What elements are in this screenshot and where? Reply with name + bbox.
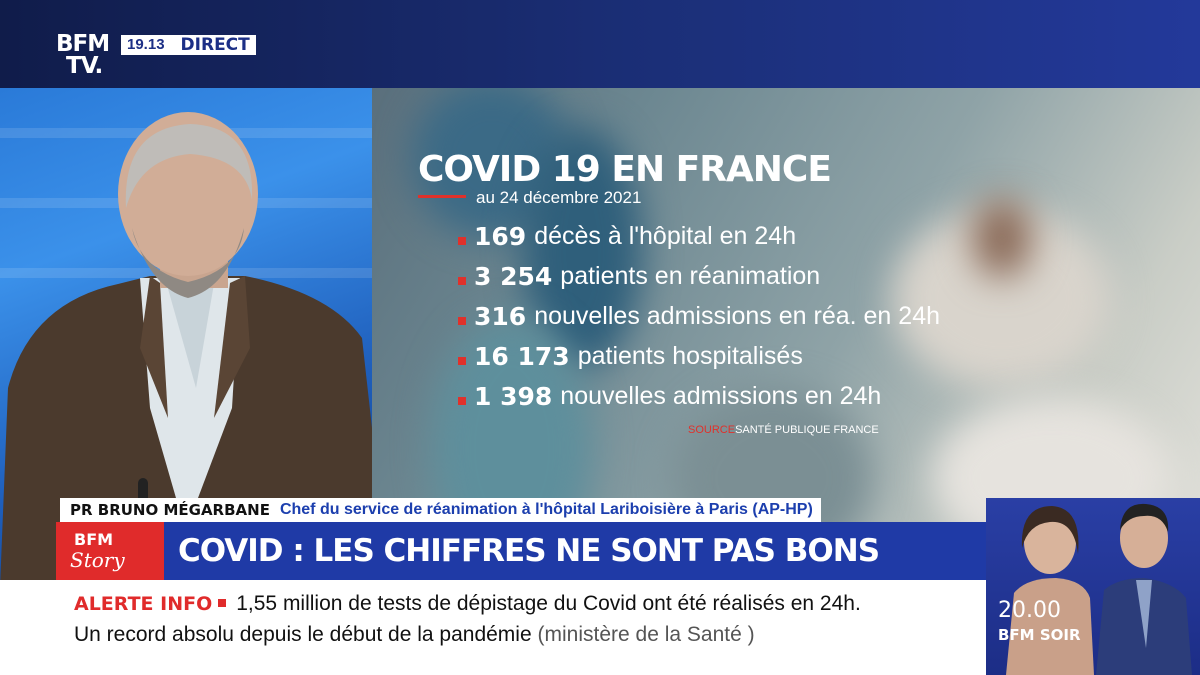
stat-row: 316 nouvelles admissions en réa. en 24h <box>458 296 978 336</box>
bfm-story-badge: BFM Story <box>56 522 164 580</box>
alert-square-icon <box>218 599 227 607</box>
guest-name: PR BRUNO MÉGARBANE <box>60 498 280 522</box>
badge-top: BFM <box>74 530 114 549</box>
bullet-icon <box>458 357 466 365</box>
stat-row: 16 173 patients hospitalisés <box>458 336 978 376</box>
stat-row: 3 254 patients en réanimation <box>458 256 978 296</box>
clock-live-box: 19.13 DIRECT <box>121 35 256 55</box>
ticker-text1: 1,55 million de tests de dépistage du Co… <box>236 592 861 615</box>
stat-number: 16 173 <box>474 341 570 371</box>
logo-line1: BFM <box>56 31 110 57</box>
guest-name-bar: PR BRUNO MÉGARBANE Chef du service de ré… <box>60 498 821 522</box>
source-label: SOURCE <box>688 424 736 436</box>
promo-time: 20.00 <box>998 598 1061 623</box>
clock: 19.13 <box>121 35 171 55</box>
stat-text: nouvelles admissions en réa. en 24h <box>534 301 940 330</box>
ticker-source: (ministère de la Santé ) <box>537 623 755 646</box>
stats-list: 169 décès à l'hôpital en 24h 3 254 patie… <box>418 216 978 416</box>
stat-row: 1 398 nouvelles admissions en 24h <box>458 376 978 416</box>
ticker-line1: ALERTE INFO 1,55 million de tests de dépi… <box>74 592 861 616</box>
stat-row: 169 décès à l'hôpital en 24h <box>458 216 978 256</box>
ticker-left-pad <box>0 580 56 675</box>
top-bar: BFM TV. 19.13 DIRECT <box>0 0 1200 88</box>
guest-role: Chef du service de réanimation à l'hôpit… <box>279 498 821 522</box>
stat-number: 1 398 <box>474 381 553 411</box>
promo-show: BFM SOIR <box>998 626 1081 644</box>
ticker-line2: Un record absolu depuis le début de la p… <box>74 623 755 647</box>
next-show-promo: 20.00 BFM SOIR <box>986 498 1200 675</box>
live-label: DIRECT <box>170 35 256 55</box>
stat-text: patients en réanimation <box>560 261 821 290</box>
presenters-image <box>1006 503 1192 675</box>
source-credit: SOURCESANTÉ PUBLIQUE FRANCE <box>688 424 978 436</box>
news-ticker: ALERTE INFO 1,55 million de tests de dépi… <box>56 580 986 675</box>
badge-bottom: Story <box>70 548 125 572</box>
ticker-text2: Un record absolu depuis le début de la p… <box>74 623 532 646</box>
bullet-icon <box>458 237 466 245</box>
stat-number: 169 <box>474 221 527 251</box>
stats-title: COVID 19 EN FRANCE <box>418 149 832 190</box>
stats-overlay: COVID 19 EN FRANCE au 24 décembre 2021 1… <box>418 150 978 436</box>
source-value: SANTÉ PUBLIQUE FRANCE <box>735 424 879 436</box>
bullet-icon <box>458 317 466 325</box>
stat-text: décès à l'hôpital en 24h <box>534 221 797 250</box>
stat-number: 3 254 <box>474 261 553 291</box>
stat-text: patients hospitalisés <box>577 341 803 370</box>
headline-text: COVID : LES CHIFFRES NE SONT PAS BONS <box>178 533 880 569</box>
stats-date: au 24 décembre 2021 <box>476 188 642 207</box>
stat-text: nouvelles admissions en 24h <box>560 381 882 410</box>
bullet-icon <box>458 397 466 405</box>
alert-label: ALERTE INFO <box>74 593 213 615</box>
logo-line2: TV. <box>66 53 103 79</box>
bullet-icon <box>458 277 466 285</box>
headline-bar: BFM Story COVID : LES CHIFFRES NE SONT P… <box>56 522 986 580</box>
title-underline <box>418 195 466 198</box>
bfmtv-logo: BFM TV. <box>56 31 116 79</box>
stat-number: 316 <box>474 301 527 331</box>
